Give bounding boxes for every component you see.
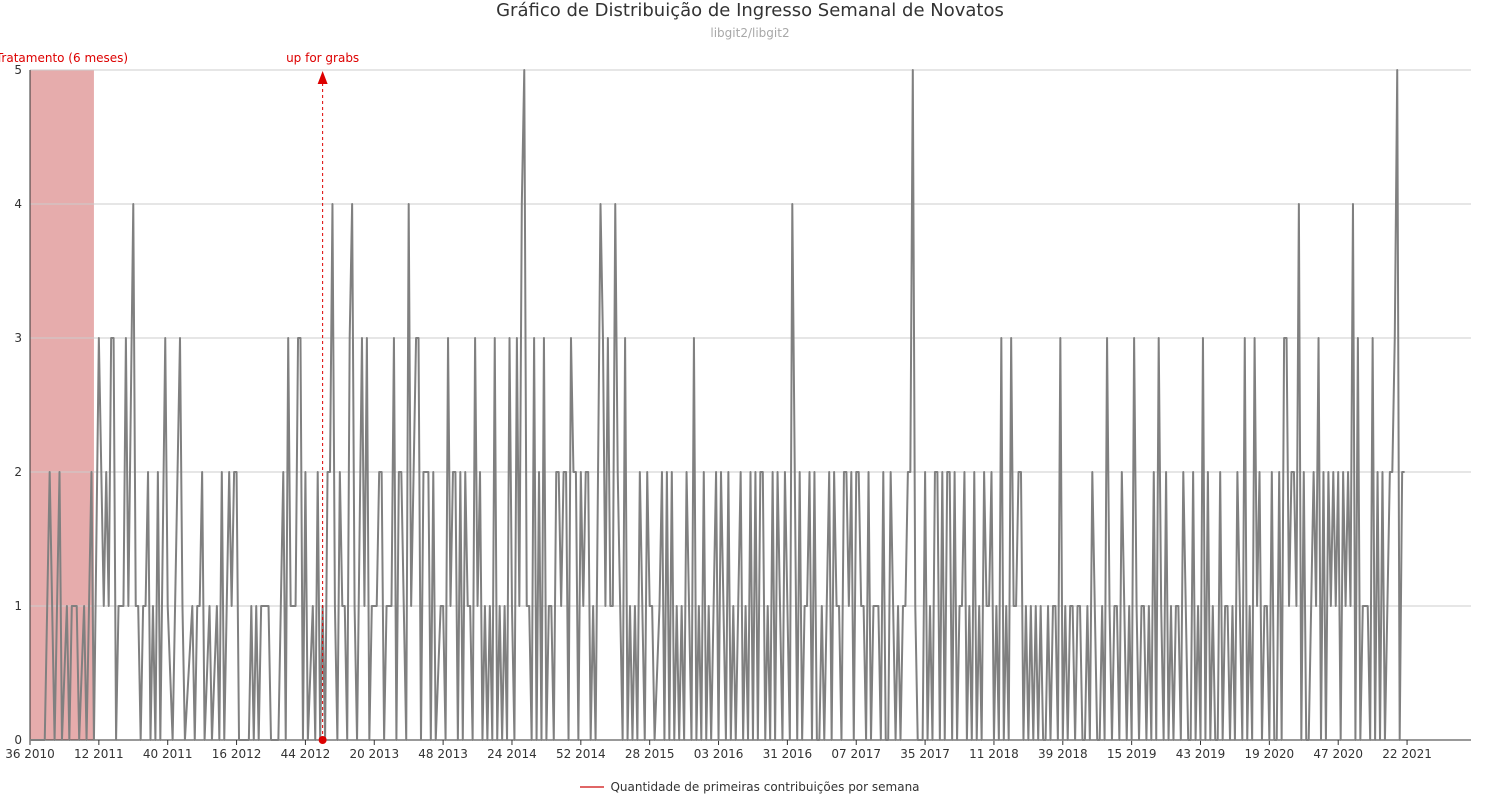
x-tick-label-15: 39 2018 <box>1038 747 1088 761</box>
marker-dot <box>318 736 327 744</box>
x-tick-label-2: 40 2011 <box>143 747 193 761</box>
x-tick-label-19: 47 2020 <box>1313 747 1363 761</box>
x-tick-label-20: 22 2021 <box>1382 747 1432 761</box>
annotation-layer: Tratamento (6 meses) up for grabs <box>0 51 359 744</box>
x-tick-label-11: 31 2016 <box>763 747 813 761</box>
series-line-0 <box>30 69 1405 741</box>
y-tick-label-0: 0 <box>14 733 22 747</box>
x-tick-label-12: 07 2017 <box>831 747 881 761</box>
legend[interactable]: Quantidade de primeiras contribuições po… <box>0 780 1500 794</box>
x-tick-label-0: 36 2010 <box>5 747 55 761</box>
x-tick-label-6: 48 2013 <box>418 747 468 761</box>
x-tick-label-14: 11 2018 <box>969 747 1019 761</box>
x-tick-label-9: 28 2015 <box>625 747 675 761</box>
x-tick-label-17: 43 2019 <box>1176 747 1226 761</box>
chart-subtitle: libgit2/libgit2 <box>710 26 790 40</box>
y-tick-label-3: 3 <box>14 331 22 345</box>
legend-line-swatch <box>580 785 605 788</box>
x-tick-label-18: 19 2020 <box>1245 747 1295 761</box>
x-tick-label-1: 12 2011 <box>74 747 124 761</box>
series-layer <box>30 69 1405 741</box>
x-tick-label-10: 03 2016 <box>694 747 744 761</box>
x-tick-label-8: 52 2014 <box>556 747 606 761</box>
x-tick-label-5: 20 2013 <box>349 747 399 761</box>
x-tick-label-13: 35 2017 <box>900 747 950 761</box>
legend-label: Quantidade de primeiras contribuições po… <box>610 780 920 794</box>
y-tick-label-4: 4 <box>14 197 22 211</box>
x-tick-label-16: 15 2019 <box>1107 747 1157 761</box>
marker-arrowhead <box>317 71 328 84</box>
x-tick-label-3: 16 2012 <box>212 747 262 761</box>
chart-title: Gráfico de Distribuição de Ingresso Sema… <box>496 0 1004 21</box>
x-tick-label-7: 24 2014 <box>487 747 537 761</box>
y-tick-label-2: 2 <box>14 465 22 479</box>
x-tick-label-4: 44 2012 <box>281 747 331 761</box>
marker-label: up for grabs <box>286 51 359 65</box>
y-tick-label-1: 1 <box>14 599 22 613</box>
treatment-label: Tratamento (6 meses) <box>0 51 128 65</box>
y-tick-label-5: 5 <box>14 63 22 77</box>
